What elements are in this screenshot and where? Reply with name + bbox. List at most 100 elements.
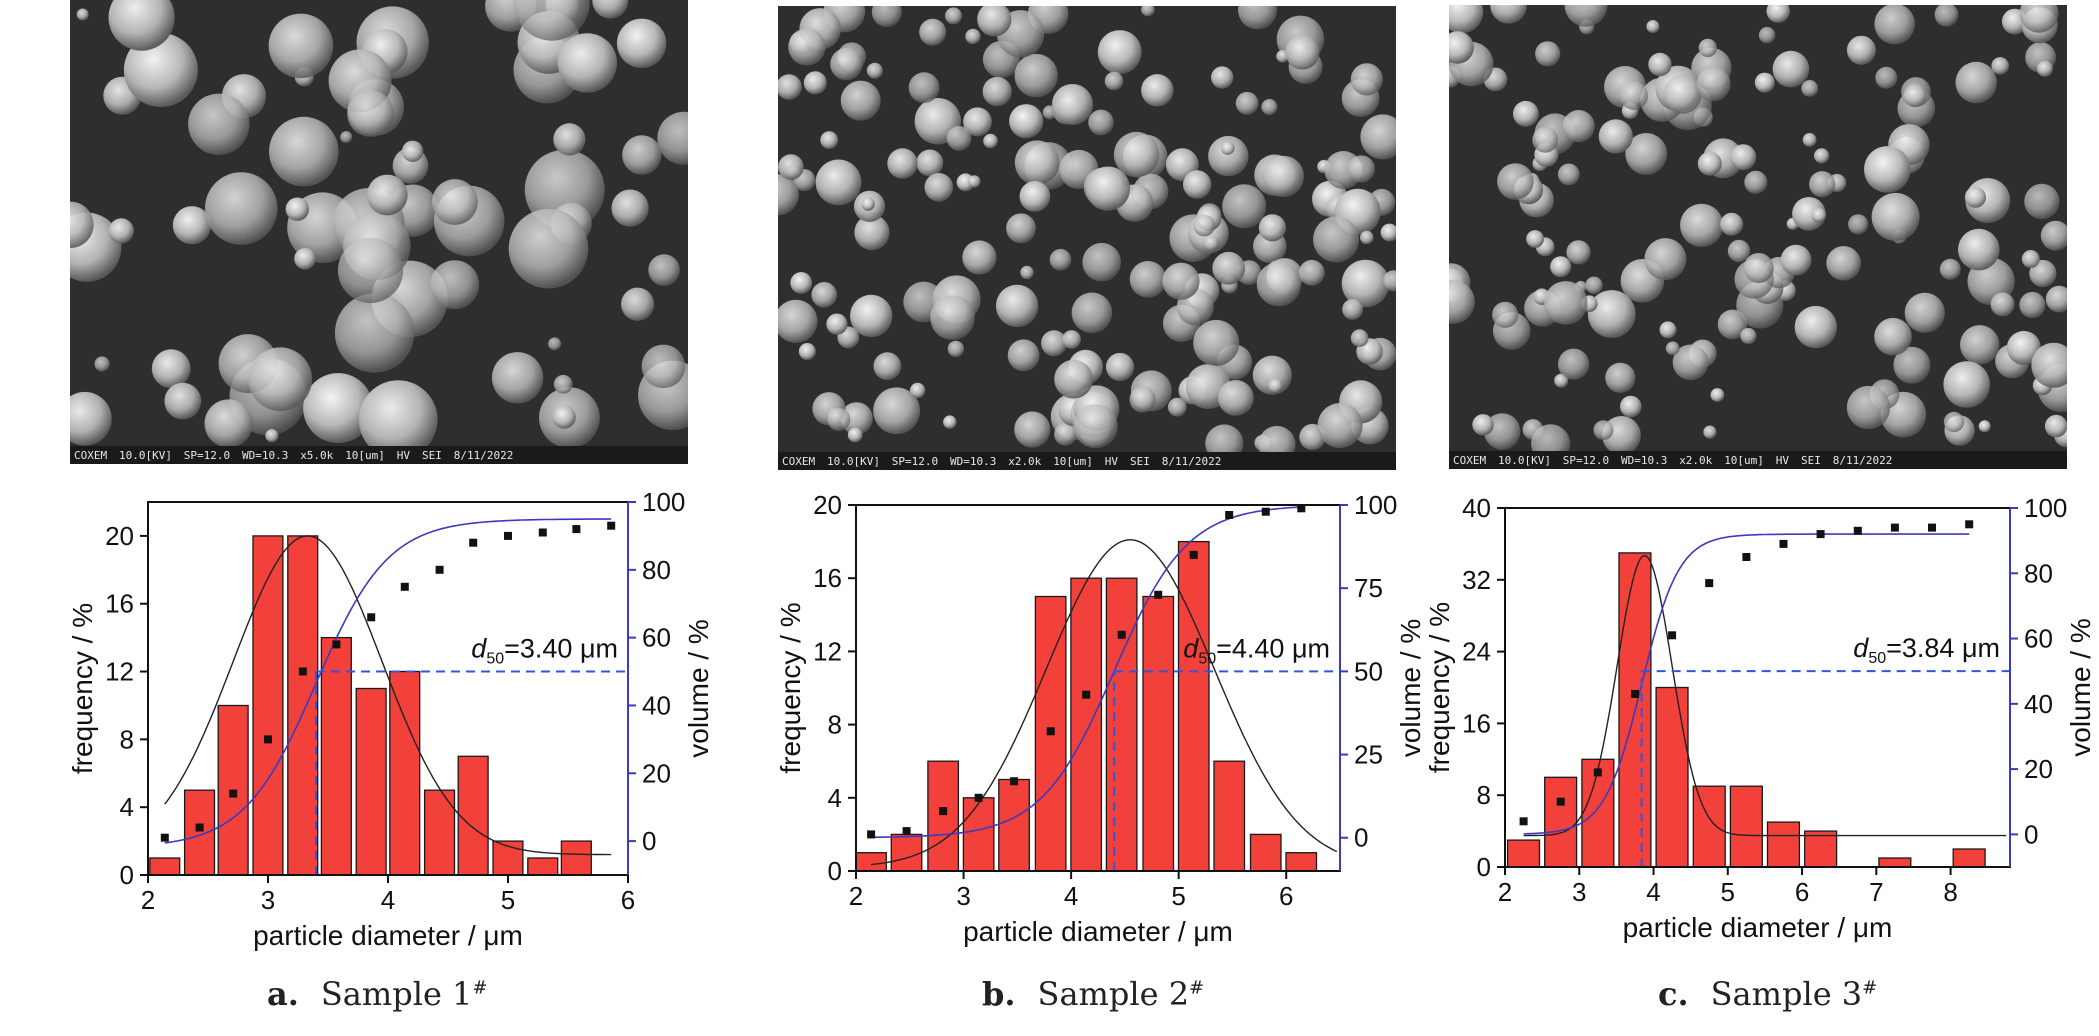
histogram-bar <box>890 833 923 872</box>
sem-footer-text: 10.0[KV] <box>1498 454 1551 467</box>
x-tick-label: 2 <box>1498 877 1512 907</box>
cumulative-point <box>1742 553 1751 561</box>
sem-footer-text: COXEM <box>74 449 107 462</box>
x-tick-label: 3 <box>261 885 275 915</box>
histogram-bar <box>1213 760 1246 872</box>
y2-tick-label: 80 <box>2024 558 2053 588</box>
y2-tick-label: 0 <box>2024 819 2038 849</box>
sem-footer-text: WD=10.3 <box>950 455 996 468</box>
sem-image-a: COXEM 10.0[KV] SP=12.0 WD=10.3 x5.0k 10[um] HV… <box>70 0 688 464</box>
histogram-bar <box>1177 540 1210 872</box>
sem-image-b: COXEM 10.0[KV] SP=12.0 WD=10.3 x2.0k 10[um] HV… <box>778 6 1396 470</box>
y-axis-label: frequency / % <box>67 603 98 774</box>
sem-image-c: COXEM 10.0[KV] SP=12.0 WD=10.3 x2.0k 10[um] HV… <box>1449 5 2067 469</box>
gaussian-fit-curve <box>1523 554 2007 837</box>
y2-tick-label: 75 <box>1354 573 1383 603</box>
y-tick-label: 20 <box>105 521 134 551</box>
y2-tick-label: 0 <box>1354 823 1368 853</box>
cumulative-point <box>504 531 512 540</box>
particle-cluster <box>70 0 688 460</box>
x-axis-label: particle diameter / μm <box>963 916 1233 947</box>
d50-label: d50=4.40 μm <box>1183 633 1330 667</box>
cumulative-fit-curve <box>164 518 612 844</box>
sem-footer-text: 10.0[KV] <box>119 449 172 462</box>
histogram-bar <box>1105 577 1138 872</box>
sem-footer-text: x5.0k <box>300 449 333 462</box>
histogram-bar <box>1142 595 1175 872</box>
cumulative-point <box>1154 590 1163 599</box>
sem-footer-text: HV <box>397 449 411 462</box>
y2-tick-label: 25 <box>1354 740 1383 770</box>
y2-tick-label: 0 <box>642 826 656 856</box>
y-tick-label: 8 <box>1477 780 1491 810</box>
caption-c: c. Sample 3# <box>1658 975 1877 1013</box>
particle-cluster <box>1449 5 2067 464</box>
cumulative-point <box>1668 631 1677 640</box>
histogram-bar <box>287 535 319 876</box>
histogram-bar <box>1544 776 1578 868</box>
cumulative-point <box>1082 690 1091 699</box>
caption-letter: b. <box>982 975 1016 1013</box>
x-tick-label: 4 <box>1064 881 1078 911</box>
y2-tick-label: 20 <box>642 758 671 788</box>
y2-tick-label: 40 <box>2024 689 2053 719</box>
cumulative-point <box>1519 817 1528 826</box>
d50-label: d50=3.40 μm <box>471 634 618 668</box>
cumulative-point <box>435 565 444 574</box>
caption-b: b. Sample 2# <box>982 975 1204 1013</box>
x-tick-label: 5 <box>1721 877 1735 907</box>
sem-footer-text: WD=10.3 <box>242 449 288 462</box>
x-axis-label: particle diameter / μm <box>1623 912 1893 943</box>
y-tick-label: 32 <box>1462 565 1491 595</box>
cumulative-point <box>1556 797 1565 806</box>
sem-footer-text: 10[um] <box>1053 455 1093 468</box>
histogram-bar <box>1070 577 1103 872</box>
cumulative-fit-curve <box>1523 533 1970 835</box>
histogram-bar <box>1506 839 1541 868</box>
x-tick-label: 2 <box>849 881 863 911</box>
cumulative-point <box>1779 539 1788 548</box>
histogram-bar <box>1952 848 1986 868</box>
sem-footer-text: 10[um] <box>1724 454 1764 467</box>
panel-c: COXEM 10.0[KV] SP=12.0 WD=10.3 x2.0k 10[um] HV… <box>1400 0 2096 1036</box>
histogram-bar <box>1766 821 1801 868</box>
sem-footer-text: SEI <box>1130 455 1150 468</box>
cumulative-point <box>195 823 204 832</box>
sem-footer-text: 8/11/2022 <box>1833 454 1893 467</box>
cumulative-point <box>1225 511 1234 519</box>
y-tick-label: 8 <box>120 724 134 754</box>
sem-footer-text: 10.0[KV] <box>827 455 880 468</box>
sem-footer-text: 8/11/2022 <box>454 449 514 462</box>
histogram-bar <box>389 670 421 876</box>
cumulative-point <box>1261 507 1270 516</box>
cumulative-point <box>1631 690 1639 698</box>
y-tick-label: 16 <box>813 563 842 593</box>
cumulative-point <box>1928 523 1936 532</box>
y-tick-label: 8 <box>828 710 842 740</box>
cumulative-point <box>298 667 307 676</box>
panel-a: COXEM 10.0[KV] SP=12.0 WD=10.3 x5.0k 10[um] HV… <box>0 0 714 1036</box>
histogram-bar <box>457 755 489 876</box>
cumulative-point <box>867 830 876 839</box>
y-axis-label: frequency / % <box>775 602 806 773</box>
histogram-bar <box>1249 833 1282 872</box>
x-axis-label: particle diameter / μm <box>253 920 523 951</box>
y2-tick-label: 50 <box>1354 656 1383 686</box>
x-tick-label: 6 <box>1795 877 1809 907</box>
histogram-chart-c: d50=3.84 μm2 3 4 5 6 7 80816243240020406080100… <box>1424 493 2096 943</box>
y2-tick-label: 20 <box>2024 754 2053 784</box>
y-tick-label: 24 <box>1462 637 1491 667</box>
histogram-chart-b: d50=4.40 μm 2 3 4 5 6 0 4 8 12 16 20 0 25 50 75 100 parti… <box>775 490 1426 947</box>
cumulative-point <box>1816 530 1825 539</box>
caption-letter: a. <box>267 975 299 1013</box>
histogram-chart-a: d50=3.40 μm2 3 4 5 6048121620020406080100par… <box>67 487 714 951</box>
cumulative-point <box>1297 504 1306 513</box>
caption-sup: # <box>472 977 488 999</box>
sem-footer-text: 10[um] <box>345 449 385 462</box>
histogram-bar <box>320 636 352 876</box>
histogram-bar <box>1878 857 1912 868</box>
histogram-bar <box>527 857 559 876</box>
histogram-bar <box>998 778 1030 872</box>
y2-tick-label: 100 <box>642 487 685 517</box>
x-tick-label: 3 <box>956 881 970 911</box>
